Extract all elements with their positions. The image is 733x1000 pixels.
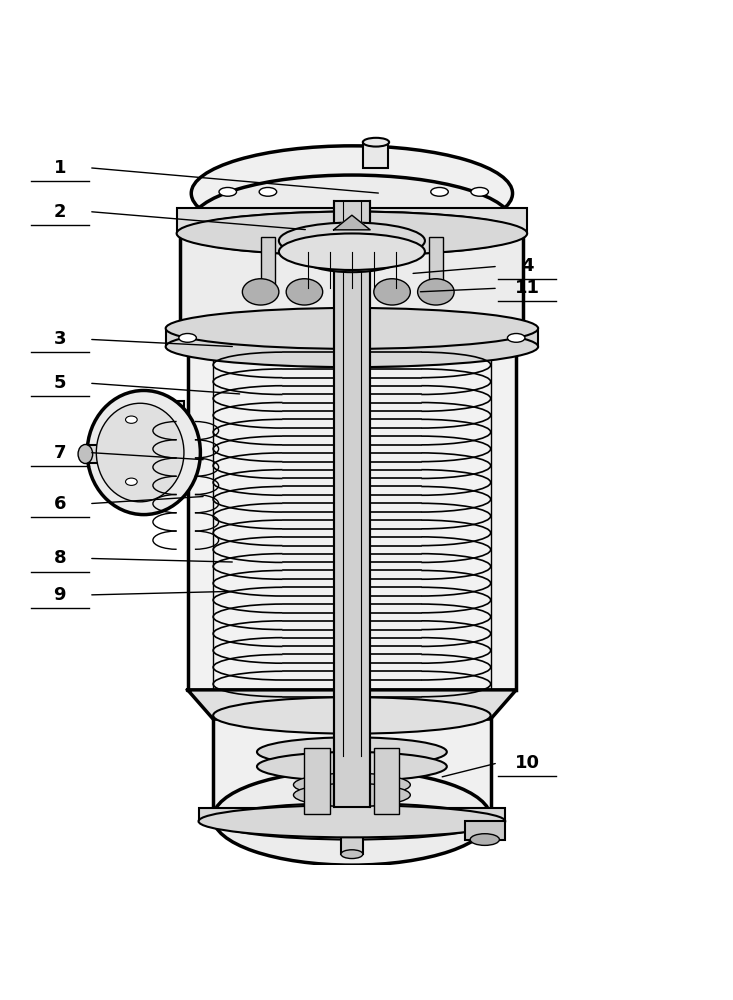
Ellipse shape (191, 175, 512, 270)
Text: 4: 4 (521, 257, 534, 275)
Ellipse shape (304, 236, 399, 263)
Ellipse shape (471, 187, 488, 196)
Text: 7: 7 (54, 444, 66, 462)
Ellipse shape (179, 334, 196, 342)
Ellipse shape (257, 737, 447, 767)
Polygon shape (334, 215, 370, 230)
Ellipse shape (191, 146, 512, 241)
Ellipse shape (374, 279, 410, 305)
Text: 10: 10 (515, 754, 539, 772)
Ellipse shape (293, 783, 410, 807)
Ellipse shape (219, 187, 237, 196)
FancyBboxPatch shape (114, 401, 184, 474)
Ellipse shape (243, 279, 279, 305)
Ellipse shape (166, 308, 538, 349)
Ellipse shape (213, 803, 490, 840)
FancyBboxPatch shape (429, 237, 443, 296)
Ellipse shape (279, 223, 425, 259)
Ellipse shape (78, 445, 92, 463)
Ellipse shape (304, 246, 399, 272)
Ellipse shape (87, 390, 200, 515)
Polygon shape (188, 690, 516, 719)
FancyBboxPatch shape (180, 233, 523, 339)
Text: 11: 11 (515, 279, 539, 297)
Text: 6: 6 (54, 495, 66, 513)
Ellipse shape (286, 279, 323, 305)
Ellipse shape (177, 212, 527, 255)
Ellipse shape (341, 850, 363, 859)
Text: 5: 5 (54, 374, 66, 392)
Ellipse shape (279, 233, 425, 270)
Text: 3: 3 (54, 330, 66, 348)
Ellipse shape (470, 834, 499, 845)
FancyBboxPatch shape (166, 328, 538, 347)
FancyBboxPatch shape (177, 208, 527, 233)
FancyBboxPatch shape (304, 748, 330, 814)
FancyBboxPatch shape (85, 445, 125, 463)
Text: 2: 2 (54, 203, 66, 221)
FancyBboxPatch shape (261, 237, 275, 296)
Ellipse shape (166, 326, 538, 367)
Ellipse shape (418, 279, 454, 305)
Ellipse shape (180, 212, 523, 255)
Text: 1: 1 (54, 159, 66, 177)
Ellipse shape (125, 478, 137, 485)
Ellipse shape (180, 317, 523, 361)
Ellipse shape (213, 770, 490, 865)
Ellipse shape (199, 805, 505, 837)
Ellipse shape (125, 416, 137, 423)
FancyBboxPatch shape (341, 825, 363, 854)
Ellipse shape (257, 752, 447, 781)
FancyBboxPatch shape (465, 821, 505, 840)
Ellipse shape (431, 187, 449, 196)
FancyBboxPatch shape (334, 201, 370, 807)
FancyBboxPatch shape (374, 748, 399, 814)
Ellipse shape (96, 403, 184, 502)
Ellipse shape (259, 187, 276, 196)
Text: 9: 9 (54, 586, 66, 604)
Ellipse shape (507, 334, 525, 342)
Ellipse shape (213, 697, 490, 734)
Text: 8: 8 (54, 549, 66, 567)
FancyBboxPatch shape (188, 347, 516, 690)
FancyBboxPatch shape (199, 808, 505, 821)
Ellipse shape (363, 138, 389, 147)
FancyBboxPatch shape (213, 715, 490, 821)
Polygon shape (323, 226, 381, 248)
FancyBboxPatch shape (363, 142, 388, 168)
Ellipse shape (188, 326, 516, 367)
Ellipse shape (293, 773, 410, 796)
